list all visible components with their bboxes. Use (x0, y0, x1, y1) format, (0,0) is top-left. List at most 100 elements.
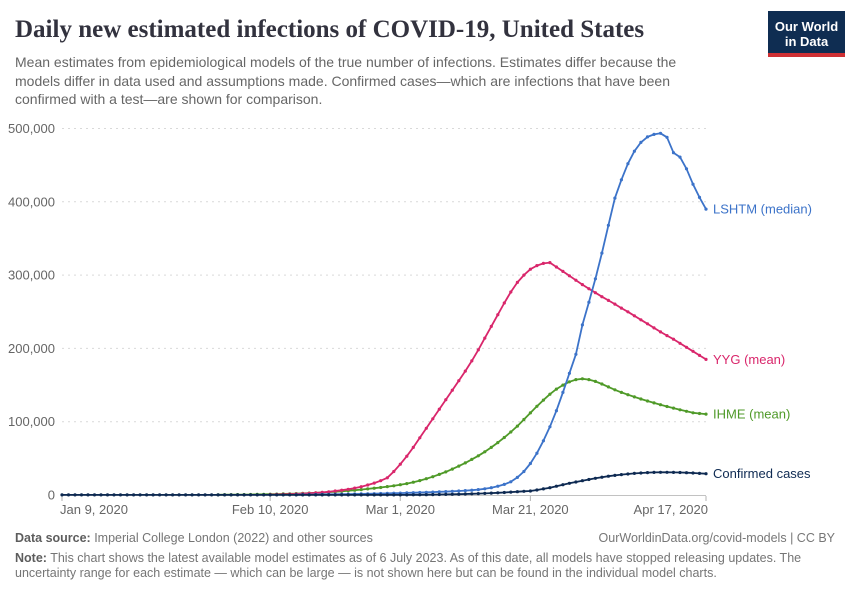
series-point (398, 483, 402, 487)
series-point (411, 480, 415, 484)
series-point (502, 482, 506, 486)
owid-logo[interactable]: Our World in Data (768, 11, 845, 57)
series-point (476, 454, 480, 458)
series-point (294, 493, 298, 497)
series-point (437, 472, 441, 476)
series-point (522, 273, 526, 277)
series-point (177, 493, 181, 497)
series-point (502, 301, 506, 305)
series-line (269, 261, 707, 496)
series-point (333, 489, 337, 493)
page-title: Daily new estimated infections of COVID-… (15, 16, 645, 43)
series-point (626, 393, 630, 397)
series-point (548, 425, 552, 429)
series-point (424, 426, 428, 430)
series-point (203, 493, 207, 497)
series-point (509, 430, 513, 434)
series-point (665, 470, 669, 474)
series-point (470, 359, 474, 363)
series-point (515, 424, 520, 428)
series-point (301, 493, 305, 497)
chart-subtitle: Mean estimates from epidemiological mode… (15, 54, 677, 107)
series-point (619, 178, 624, 182)
y-axis-tick-label: 300,000 (8, 268, 55, 283)
series-point (606, 385, 611, 389)
series-point (379, 479, 383, 483)
series-point (606, 298, 611, 302)
series-point (684, 167, 689, 171)
series-point (444, 398, 448, 402)
series-point (548, 261, 552, 265)
series-point (626, 310, 630, 314)
series-point (645, 322, 650, 326)
series-point (587, 378, 591, 382)
series-label-ihme: IHME (mean) (713, 407, 790, 422)
series-point (171, 493, 175, 497)
series-point (613, 388, 617, 392)
series-point (502, 490, 506, 495)
series-lines (60, 131, 708, 497)
series-point (86, 493, 90, 497)
series-point (281, 493, 285, 497)
series-point (431, 493, 435, 497)
footer-links: OurWorldinData.org/covid-models | CC BY (599, 531, 835, 545)
series-point (489, 491, 493, 495)
y-axis-tick-label: 200,000 (8, 341, 55, 356)
series-point (262, 493, 266, 497)
series-point (658, 131, 663, 135)
series-point (164, 493, 168, 497)
series-point (105, 493, 110, 497)
series-point (587, 300, 591, 304)
series-point (132, 493, 136, 497)
series-point (470, 457, 474, 461)
series-point (671, 406, 676, 410)
series-point (678, 341, 682, 345)
series-point (236, 493, 240, 497)
series-point (613, 196, 617, 200)
series-point (684, 409, 689, 413)
series-point (457, 489, 461, 493)
series-point (411, 445, 415, 449)
series-point (359, 488, 363, 492)
series-point (450, 489, 454, 493)
series-point (528, 461, 533, 466)
license-link[interactable]: CC BY (796, 531, 835, 545)
series-point (515, 490, 520, 494)
series-point (619, 473, 624, 477)
series-point (437, 492, 441, 497)
series-point (691, 471, 695, 475)
series-point (372, 493, 376, 497)
series-point (359, 485, 363, 489)
series-point (645, 135, 650, 139)
series-point (66, 493, 71, 497)
series-point (502, 435, 506, 440)
x-axis-tick-label: Jan 9, 2020 (60, 502, 128, 517)
series-point (554, 265, 559, 269)
series-point (652, 401, 656, 405)
series-point (353, 486, 357, 490)
series-point (457, 379, 461, 383)
series-point (574, 352, 578, 356)
series-point (567, 380, 572, 384)
series-point (125, 493, 129, 497)
series-point (613, 302, 617, 306)
series-point (398, 462, 402, 466)
series-point (210, 493, 214, 497)
series-point (593, 476, 598, 480)
series-point (632, 395, 637, 399)
series-point (483, 450, 487, 454)
series-point (639, 397, 643, 401)
series-point (704, 207, 708, 211)
owid-url-link[interactable]: OurWorldinData.org/covid-models (598, 531, 787, 545)
owid-logo-line1: Our World (774, 19, 839, 34)
series-point (112, 493, 116, 497)
series-point (665, 135, 669, 139)
series-point (600, 475, 604, 479)
series-point (398, 493, 402, 497)
series-point (554, 387, 559, 391)
series-point (138, 493, 142, 497)
series-point (528, 267, 533, 271)
series-point (684, 345, 689, 349)
series-point (561, 269, 565, 273)
series-point (463, 461, 467, 465)
